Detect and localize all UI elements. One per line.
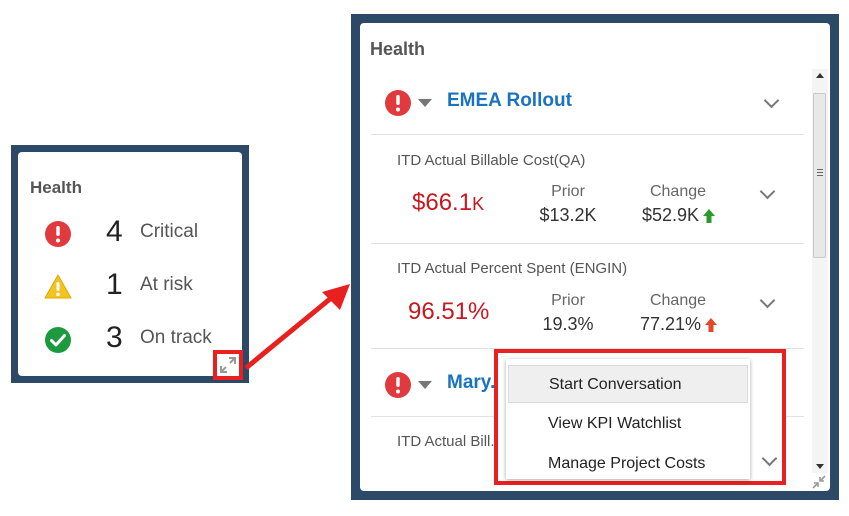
prior-label: Prior — [551, 183, 585, 200]
project-name-link[interactable]: Mary... — [447, 372, 506, 393]
expand-button[interactable] — [213, 350, 243, 380]
health-panel-small-body: Health 4 Critical 1 At risk 3 On track — [18, 152, 242, 376]
kpi-value: $66.1K — [412, 189, 485, 216]
scrollbar-thumb[interactable] — [813, 93, 826, 258]
change-value: 77.21% — [624, 314, 734, 335]
vertical-scrollbar[interactable] — [812, 69, 828, 473]
status-row-critical[interactable]: 4 Critical — [44, 214, 234, 254]
kpi-title: ITD Actual Bill... — [397, 433, 503, 450]
critical-icon — [45, 221, 71, 247]
health-panel-small: Health 4 Critical 1 At risk 3 On track — [11, 145, 249, 383]
warning-icon — [44, 273, 72, 299]
at-risk-label: At risk — [140, 274, 193, 295]
check-icon — [45, 327, 71, 353]
trend-up-icon — [705, 318, 718, 333]
trend-up-icon — [703, 209, 716, 224]
callout-arrow — [244, 284, 350, 370]
menu-item-manage-project-costs[interactable]: Manage Project Costs — [548, 455, 706, 472]
critical-count: 4 — [106, 215, 123, 248]
chevron-down-icon[interactable] — [759, 292, 776, 309]
on-track-count: 3 — [106, 321, 123, 354]
change-label: Change — [649, 292, 707, 309]
project-row[interactable]: Mary... — [384, 367, 804, 403]
change-label: Change — [649, 183, 707, 200]
critical-icon — [385, 90, 411, 116]
context-menu: Start Conversation View KPI Watchlist Ma… — [506, 359, 750, 479]
scroll-up-icon[interactable] — [816, 73, 824, 78]
menu-item-start-conversation[interactable]: Start Conversation — [508, 365, 748, 403]
prior-label: Prior — [551, 292, 585, 309]
critical-icon — [385, 372, 411, 398]
dropdown-caret-icon[interactable] — [418, 381, 432, 389]
chevron-down-icon[interactable] — [759, 183, 776, 200]
critical-label: Critical — [140, 221, 199, 242]
change-value: $52.9K — [624, 205, 734, 226]
project-row[interactable]: EMEA Rollout — [384, 85, 804, 121]
divider — [371, 243, 804, 244]
expand-icon — [220, 357, 236, 373]
kpi-value: 96.51% — [408, 298, 490, 325]
dropdown-caret-icon[interactable] — [418, 99, 432, 107]
status-row-at-risk[interactable]: 1 At risk — [44, 267, 234, 307]
at-risk-count: 1 — [106, 268, 123, 301]
project-name-link[interactable]: EMEA Rollout — [447, 90, 572, 111]
chevron-down-icon[interactable] — [761, 450, 778, 467]
on-track-label: On track — [140, 327, 212, 348]
panel-title: Health — [370, 39, 426, 59]
divider — [371, 134, 804, 135]
prior-value: $13.2K — [539, 205, 597, 225]
panel-title: Health — [30, 178, 82, 197]
scroll-down-icon[interactable] — [816, 464, 824, 469]
prior-value: 19.3% — [542, 314, 594, 334]
status-row-on-track[interactable]: 3 On track — [44, 320, 234, 360]
kpi-title: ITD Actual Percent Spent (ENGIN) — [397, 260, 628, 277]
divider — [371, 348, 804, 349]
context-menu-highlight: Start Conversation View KPI Watchlist Ma… — [494, 349, 786, 485]
collapse-icon[interactable] — [812, 475, 826, 489]
menu-item-view-kpi-watchlist[interactable]: View KPI Watchlist — [548, 415, 682, 432]
kpi-title: ITD Actual Billable Cost(QA) — [397, 152, 586, 169]
